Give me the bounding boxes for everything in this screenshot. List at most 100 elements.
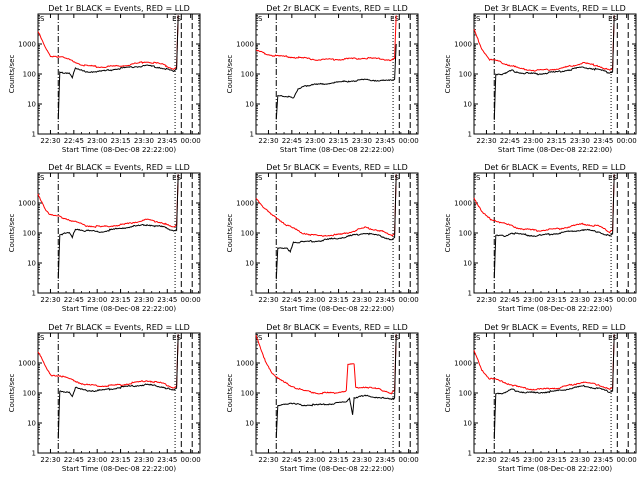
y-tick-label: 100 (23, 71, 36, 79)
events-series-line (57, 174, 179, 279)
y-tick-label: 1 (32, 131, 36, 139)
x-tick-label: 22:45 (64, 296, 84, 304)
annotation-es: ES (608, 15, 617, 23)
chart-title: Det 6r BLACK = Events, RED = LLD (484, 163, 626, 172)
x-tick-label: 23:00 (305, 456, 325, 464)
x-tick-label: 23:00 (87, 296, 107, 304)
annotation-s: S (40, 174, 45, 182)
x-tick-label: 23:30 (570, 456, 590, 464)
y-tick-label: 10 (245, 101, 254, 109)
x-tick-label: 23:15 (110, 296, 130, 304)
annotation-es: ES (608, 174, 617, 182)
x-tick-label: 23:30 (134, 456, 154, 464)
y-tick-label: 100 (23, 230, 36, 238)
y-tick-label: 10 (463, 260, 472, 268)
y-tick-label: 10 (27, 101, 36, 109)
annotation-es: ES (172, 174, 181, 182)
x-tick-label: 23:30 (352, 296, 372, 304)
y-axis-label: Counts/sec (8, 55, 16, 94)
y-tick-label: 1 (468, 450, 472, 458)
plot-frame (37, 172, 201, 294)
y-tick-label: 100 (23, 390, 36, 398)
x-tick-label: 22:30 (40, 456, 60, 464)
x-axis-label: Start Time (08-Dec-08 22:22:00) (280, 305, 394, 313)
x-tick-label: 22:30 (476, 456, 496, 464)
x-tick-label: 23:00 (305, 296, 325, 304)
y-axis-label: Counts/sec (8, 374, 16, 413)
chart-panel-2: Det 2r BLACK = Events, RED = LLD 1 10 100 10… (226, 4, 419, 154)
x-tick-label: 23:00 (305, 137, 325, 145)
x-tick-label: 22:45 (500, 137, 520, 145)
x-tick-label: 00:00 (399, 456, 419, 464)
x-axis-label: Start Time (08-Dec-08 22:22:00) (498, 465, 612, 473)
events-series-line (57, 15, 179, 120)
y-tick-label: 1000 (236, 360, 254, 368)
annotation-s: S (40, 334, 45, 342)
events-series-line (275, 174, 397, 280)
x-tick-label: 23:45 (375, 137, 395, 145)
annotation-s: S (258, 334, 263, 342)
chart-panel-3: Det 3r BLACK = Events, RED = LLD 1 10 100 10… (444, 4, 637, 154)
y-tick-label: 100 (241, 230, 254, 238)
y-tick-label: 1 (250, 450, 254, 458)
plot-frame (255, 13, 419, 135)
chart-title: Det 3r BLACK = Events, RED = LLD (484, 4, 626, 13)
lld-series-line (473, 174, 615, 234)
lld-series-line (255, 15, 397, 62)
x-tick-label: 22:45 (64, 137, 84, 145)
y-axis-label: Counts/sec (226, 214, 234, 253)
chart-title: Det 9r BLACK = Events, RED = LLD (484, 323, 626, 332)
y-tick-label: 1 (250, 290, 254, 298)
annotation-es: ES (390, 15, 399, 23)
x-tick-label: 23:00 (87, 456, 107, 464)
x-tick-label: 22:30 (258, 137, 278, 145)
y-tick-label: 10 (27, 260, 36, 268)
x-tick-label: 00:00 (181, 296, 201, 304)
annotation-es: ES (172, 15, 181, 23)
x-tick-label: 23:45 (593, 456, 613, 464)
x-tick-label: 23:15 (328, 456, 348, 464)
lld-series-line (37, 334, 179, 389)
y-tick-label: 1 (32, 450, 36, 458)
plot-frame (37, 332, 201, 454)
x-tick-label: 00:00 (399, 296, 419, 304)
y-tick-label: 10 (27, 420, 36, 428)
x-tick-label: 22:30 (476, 137, 496, 145)
x-tick-label: 23:15 (328, 296, 348, 304)
lld-series-line (37, 174, 179, 228)
x-tick-label: 22:30 (40, 296, 60, 304)
chart-panel-8: Det 8r BLACK = Events, RED = LLD 1 10 100 10… (226, 323, 419, 473)
y-tick-label: 1000 (454, 41, 472, 49)
y-tick-label: 10 (463, 420, 472, 428)
x-axis-label: Start Time (08-Dec-08 22:22:00) (498, 305, 612, 313)
chart-title: Det 5r BLACK = Events, RED = LLD (266, 163, 408, 172)
chart-title: Det 2r BLACK = Events, RED = LLD (266, 4, 408, 13)
events-series-line (57, 334, 179, 439)
y-tick-label: 1000 (236, 200, 254, 208)
x-tick-label: 23:30 (352, 137, 372, 145)
x-axis-label: Start Time (08-Dec-08 22:22:00) (280, 465, 394, 473)
chart-panel-4: Det 4r BLACK = Events, RED = LLD 1 10 100 10… (8, 163, 201, 313)
x-tick-label: 23:30 (352, 456, 372, 464)
annotation-s: S (476, 174, 481, 182)
x-tick-label: 23:45 (375, 456, 395, 464)
x-tick-label: 22:30 (476, 296, 496, 304)
x-tick-label: 23:15 (546, 296, 566, 304)
x-tick-label: 00:00 (181, 137, 201, 145)
x-tick-label: 23:30 (134, 296, 154, 304)
annotation-es: ES (390, 174, 399, 182)
x-tick-label: 23:00 (523, 296, 543, 304)
annotation-s: S (476, 334, 481, 342)
x-tick-label: 22:45 (64, 456, 84, 464)
chart-panel-1: Det 1r BLACK = Events, RED = LLD 1 10 100 10… (8, 4, 201, 154)
x-tick-label: 22:45 (500, 456, 520, 464)
annotation-s: S (40, 15, 45, 23)
x-tick-label: 23:00 (523, 137, 543, 145)
y-tick-label: 1 (32, 290, 36, 298)
x-tick-label: 23:15 (110, 137, 130, 145)
y-tick-label: 1000 (454, 360, 472, 368)
chart-panel-6: Det 6r BLACK = Events, RED = LLD 1 10 100 10… (444, 163, 637, 313)
y-tick-label: 100 (459, 390, 472, 398)
y-tick-label: 1 (250, 131, 254, 139)
